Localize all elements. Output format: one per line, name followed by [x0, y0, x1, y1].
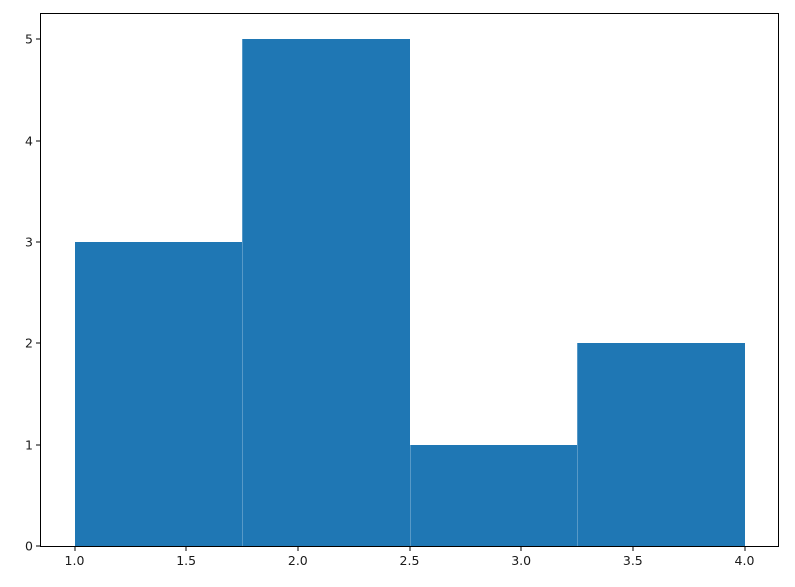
- x-axis-tick-mark: [520, 547, 522, 551]
- x-axis-tick-mark: [74, 547, 75, 551]
- histogram-bar: [242, 39, 410, 546]
- y-axis-tick-label: 2: [25, 335, 33, 351]
- x-axis-tick-label: 3.5: [622, 553, 643, 568]
- x-axis-tick-mark: [185, 547, 187, 551]
- histogram-bar: [74, 242, 242, 546]
- y-axis-tick-mark: [36, 342, 40, 344]
- y-axis-tick-label: 5: [25, 31, 33, 47]
- x-axis-tick-label: 4.0: [734, 553, 755, 568]
- y-axis-tick-label: 4: [25, 133, 33, 149]
- y-axis-tick-mark: [36, 241, 40, 243]
- y-axis-tick-mark: [36, 545, 40, 547]
- x-axis-tick-label: 2.0: [287, 553, 308, 568]
- y-axis-tick-mark: [36, 38, 40, 40]
- y-axis-tick-label: 3: [25, 234, 33, 250]
- y-axis-tick-label: 0: [25, 538, 33, 554]
- x-axis-tick-label: 3.0: [511, 553, 532, 568]
- histogram-bar: [577, 343, 745, 546]
- x-axis-tick-mark: [632, 547, 634, 551]
- y-axis-tick-mark: [36, 140, 40, 142]
- plot-area: 1.0 1.5 2.0 2.5 3.0 3.5 4.0 0 1 2 3 4 5: [25, 13, 779, 568]
- y-axis-tick-mark: [36, 444, 40, 446]
- x-axis-tick-label: 1.0: [64, 553, 85, 568]
- x-axis-tick-label: 1.5: [176, 553, 197, 568]
- y-axis-tick-label: 1: [25, 437, 33, 453]
- x-axis-tick-mark: [297, 547, 299, 551]
- x-axis-tick-mark: [744, 547, 745, 551]
- x-axis-tick-mark: [409, 547, 410, 551]
- x-axis-tick-label: 2.5: [399, 553, 420, 568]
- histogram-bar: [409, 444, 577, 546]
